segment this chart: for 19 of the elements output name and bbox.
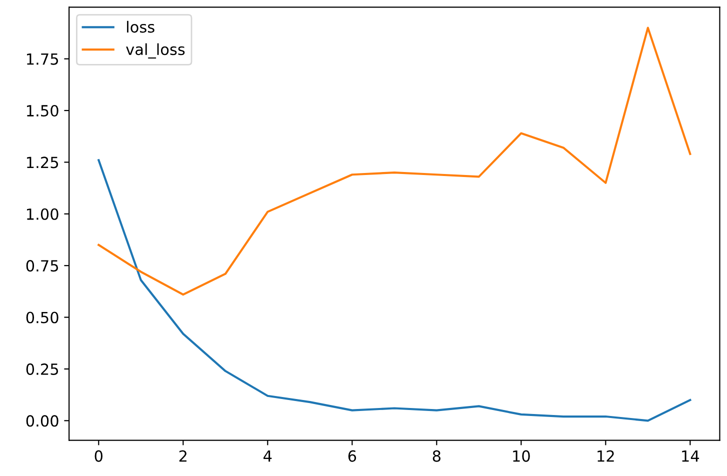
y-tick-label: 1.00 — [27, 208, 58, 220]
line-series — [98, 159, 692, 422]
x-tick-label: 4 — [264, 450, 272, 462]
y-tick-label: 1.50 — [27, 104, 58, 117]
y-tick-label: 0.25 — [26, 363, 58, 375]
x-tick-label: 0 — [94, 450, 102, 462]
y-tick-label: 0.50 — [26, 312, 58, 324]
x-tick-label: 2 — [179, 450, 186, 462]
y-tick-label: 1.75 — [27, 53, 58, 65]
x-tick-label: 12 — [598, 450, 614, 462]
y-tick-label: 0.00 — [26, 415, 58, 427]
x-tick-label: 8 — [432, 450, 440, 462]
x-tick-label: 6 — [348, 450, 356, 462]
legend-label: loss — [127, 20, 154, 33]
x-tick-label: 10 — [513, 450, 530, 462]
y-tick-label: 1.25 — [27, 156, 58, 168]
y-tick-label: 0.75 — [26, 260, 58, 272]
x-tick-label: 14 — [682, 450, 700, 462]
legend-label: val_loss — [126, 43, 185, 59]
